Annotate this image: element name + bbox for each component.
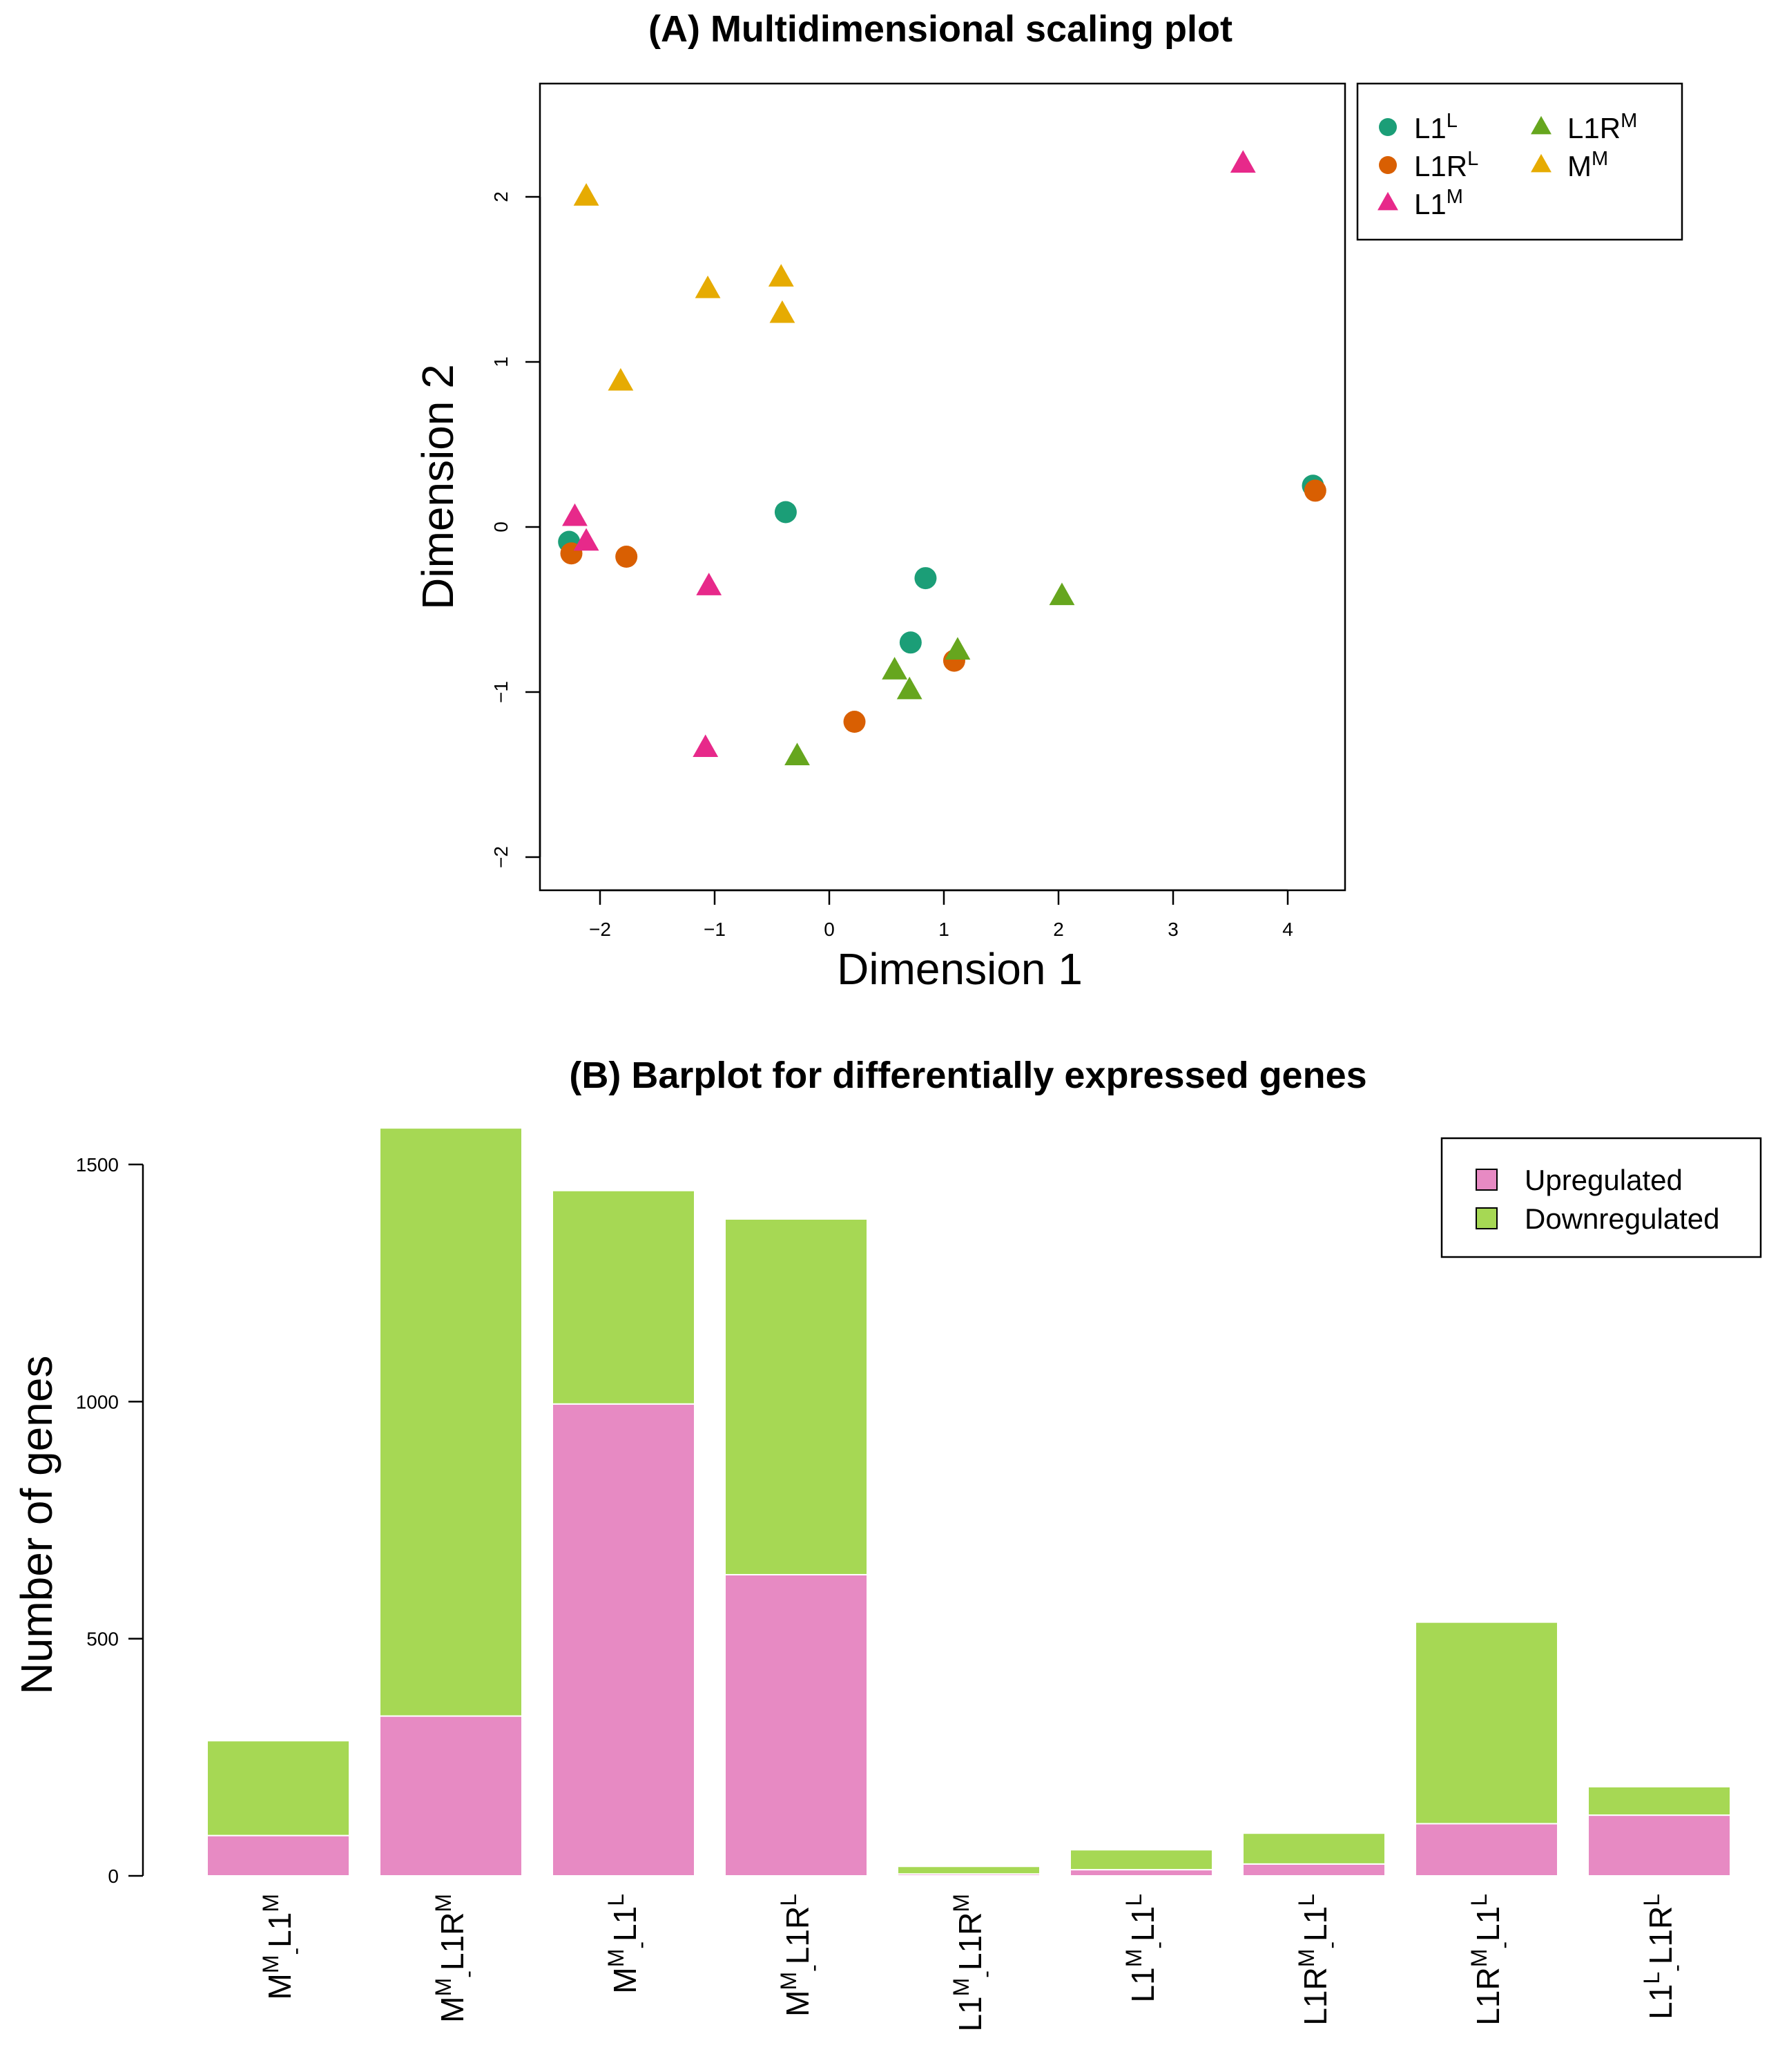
bar-category-label: L1RM-L1L: [1294, 1894, 1344, 2026]
mds-legend-marker: [1379, 156, 1397, 174]
mds-panel: (A) Multidimensional scaling plot −2 −1 0 1…: [413, 8, 1683, 994]
mds-legend-label: MM: [1567, 148, 1608, 182]
mds-points: [558, 150, 1326, 766]
mds-title: (A) Multidimensional scaling plot: [648, 8, 1232, 50]
mds-x-tick-label: 0: [824, 919, 835, 940]
bar-category-label: MM-L1M: [258, 1894, 308, 1999]
mds-point: [573, 528, 599, 551]
mds-point: [615, 546, 638, 568]
mds-y-label: Dimension 2: [413, 364, 463, 610]
mds-x-ticks: −2 −1 0 1 2 3 4: [589, 889, 1293, 940]
bar-category-label: L1M-L1RM: [949, 1894, 998, 2032]
mds-x-tick-label: −1: [704, 919, 726, 940]
mds-point: [696, 573, 722, 595]
mds-legend: L1L L1RL L1M L1RM MM: [1356, 82, 1683, 241]
bar-legend-swatch: [1476, 1207, 1498, 1229]
bar-category-label: MM-L1RL: [776, 1894, 826, 2017]
mds-x-tick-label: 2: [1053, 919, 1064, 940]
mds-point: [1049, 582, 1075, 606]
mds-point: [896, 676, 922, 700]
mds-x-label: Dimension 1: [837, 944, 1083, 994]
bar-category-label: MM-L1L: [603, 1894, 653, 1994]
mds-y-tick-label: −1: [490, 681, 512, 703]
mds-y-ticks: −2 −1 0 1 2: [490, 191, 541, 868]
bar-panel: (B) Barplot for differentially expressed…: [12, 1055, 1762, 2032]
mds-point: [693, 734, 719, 758]
mds-legend-marker: [1531, 115, 1552, 135]
mds-legend-label: L1M: [1414, 186, 1463, 220]
bar-segment-downregulated: [379, 1127, 523, 1717]
bar-legend-label: Downregulated: [1525, 1202, 1720, 1235]
mds-point: [843, 711, 866, 733]
bar-segment-upregulated: [379, 1715, 523, 1877]
mds-y-tick-label: 0: [490, 521, 512, 533]
mds-point: [882, 657, 908, 680]
mds-legend-label: L1RM: [1567, 110, 1637, 144]
bar-legend-box: [1440, 1137, 1762, 1258]
bar-category-label: MM-L1RM: [431, 1894, 481, 2023]
mds-point: [784, 742, 810, 766]
bar-legend: Upregulated Downregulated: [1440, 1137, 1762, 1258]
bar-x-labels: MM-L1M MM-L1RM MM-L1L MM-L1RL L1M-L1RM L1M-L1…: [258, 1894, 1689, 2032]
mds-point: [769, 300, 795, 323]
bar-y-tick-label: 1000: [76, 1391, 119, 1412]
mds-point: [1230, 150, 1256, 173]
mds-legend-label: L1L: [1414, 110, 1458, 144]
mds-point: [608, 367, 634, 391]
mds-plot-frame: [539, 82, 1346, 892]
mds-point: [914, 567, 937, 590]
mds-point: [695, 276, 721, 298]
bar-y-tick-label: 0: [108, 1865, 119, 1887]
mds-legend-marker: [1379, 118, 1397, 136]
bar-segment-downregulated: [1587, 1785, 1731, 1816]
mds-point: [562, 503, 588, 526]
bar-bars: [206, 1127, 1731, 1877]
mds-y-tick-label: 1: [490, 356, 512, 367]
bar-category-label: L1M-L1L: [1121, 1894, 1171, 2002]
bar-segment-downregulated: [552, 1189, 695, 1405]
mds-x-tick-label: 3: [1168, 919, 1179, 940]
mds-y-tick-label: 2: [490, 191, 512, 202]
bar-segment-downregulated: [724, 1218, 868, 1575]
bar-segment-upregulated: [206, 1834, 350, 1877]
bar-y-axis: 0 500 1000 1500: [76, 1154, 144, 1887]
mds-legend-marker: [1531, 153, 1552, 173]
bar-segment-downregulated: [897, 1865, 1041, 1875]
mds-point: [573, 183, 599, 206]
mds-x-tick-label: 1: [938, 919, 949, 940]
bar-legend-label: Upregulated: [1525, 1164, 1683, 1196]
bar-segment-upregulated: [1415, 1823, 1558, 1877]
bar-title: (B) Barplot for differentially expressed…: [569, 1055, 1366, 1096]
bar-segment-upregulated: [552, 1403, 695, 1877]
bar-segment-upregulated: [1070, 1869, 1213, 1877]
mds-point: [945, 637, 971, 660]
mds-x-tick-label: 4: [1282, 919, 1293, 940]
bar-segment-downregulated: [1415, 1621, 1558, 1825]
mds-point: [768, 264, 794, 287]
bar-category-label: L1L-L1RL: [1639, 1894, 1689, 2020]
bar-segment-downregulated: [206, 1740, 350, 1836]
mds-point: [899, 631, 922, 654]
mds-point: [1304, 479, 1326, 502]
mds-x-tick-label: −2: [589, 919, 611, 940]
bar-category-label: L1RM-L1L: [1467, 1894, 1516, 2026]
bar-legend-swatch: [1476, 1169, 1498, 1191]
bar-y-tick-label: 500: [86, 1629, 119, 1650]
bar-segment-upregulated: [1242, 1863, 1386, 1877]
mds-legend-box: [1356, 82, 1683, 241]
mds-y-tick-label: −2: [490, 846, 512, 868]
bar-y-tick-label: 1500: [76, 1154, 119, 1176]
bar-segment-downregulated: [1070, 1849, 1213, 1871]
mds-point: [774, 501, 797, 524]
mds-legend-marker: [1378, 191, 1398, 211]
bar-y-label: Number of genes: [12, 1356, 61, 1695]
bar-segment-downregulated: [1242, 1832, 1386, 1865]
mds-legend-label: L1RL: [1414, 148, 1478, 182]
bar-segment-upregulated: [1587, 1814, 1731, 1877]
bar-segment-upregulated: [724, 1573, 868, 1877]
